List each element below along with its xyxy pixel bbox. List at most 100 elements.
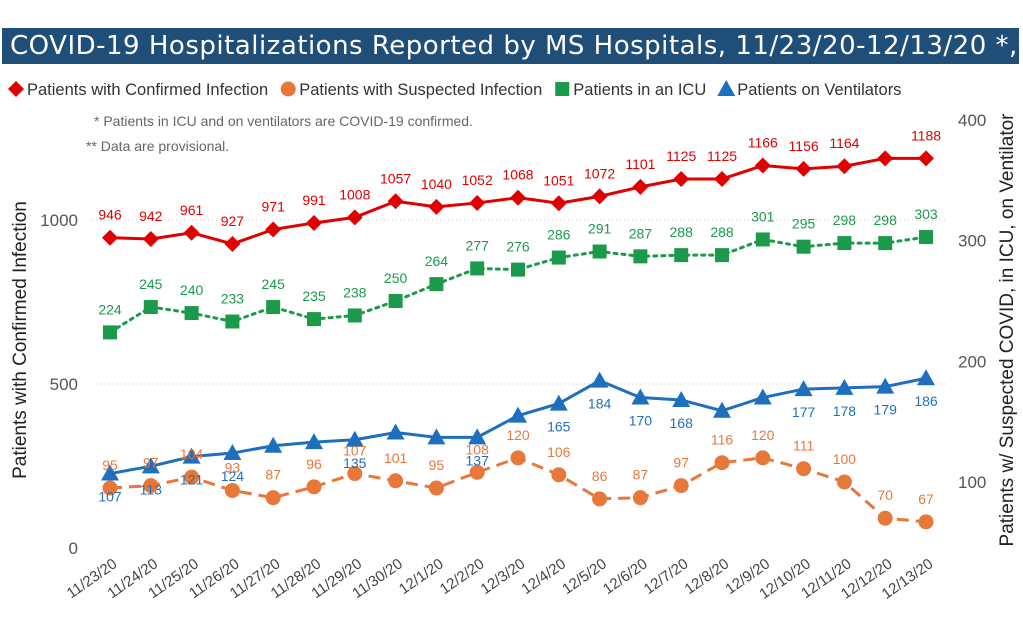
data-label: 1008: [339, 186, 370, 202]
data-label: 135: [343, 455, 367, 471]
data-label: 178: [833, 403, 857, 419]
x-tick-label: 12/4/20: [518, 555, 569, 598]
data-point: [714, 171, 730, 187]
legend: Patients with Confirmed Infection Patient…: [8, 80, 901, 99]
data-point: [878, 236, 892, 250]
data-point: [715, 248, 729, 262]
y2-tick-label: 100: [958, 473, 986, 492]
data-label: 277: [466, 237, 490, 253]
x-tick-label: 12/1/20: [396, 555, 447, 598]
note-line: ** Data are provisional.: [86, 138, 229, 154]
y2-tick-label: 200: [958, 352, 986, 371]
data-label: 104: [180, 446, 204, 462]
data-point: [674, 478, 689, 493]
y-tick-label: 500: [50, 375, 78, 394]
data-label: 301: [751, 208, 775, 224]
x-tick-label: 12/3/20: [478, 555, 529, 598]
x-tick-label: 12/8/20: [682, 555, 733, 598]
y-tick-label: 1000: [40, 211, 78, 230]
data-label: 1188: [911, 127, 941, 143]
data-label: 1125: [666, 148, 696, 164]
data-point: [388, 193, 404, 209]
data-label: 121: [180, 472, 204, 488]
square-icon: [555, 82, 569, 96]
data-point: [511, 450, 526, 465]
legend-label: Patients with Confirmed Infection: [27, 81, 268, 99]
data-label: 942: [139, 208, 163, 224]
data-label: 177: [792, 404, 816, 420]
data-point: [755, 158, 771, 174]
data-label: 1125: [707, 148, 737, 164]
legend-label: Patients in an ICU: [573, 81, 706, 99]
data-label: 235: [302, 288, 326, 304]
chart-canvas: Patients with Confirmed Infection Patient…: [0, 0, 1023, 642]
y-tick-label: 0: [69, 539, 78, 558]
data-label: 961: [180, 202, 204, 218]
data-point: [592, 491, 607, 506]
data-label: 991: [302, 192, 326, 208]
data-point: [389, 294, 403, 308]
x-tick-label: 12/5/20: [559, 555, 610, 598]
data-label: 264: [425, 253, 449, 269]
data-label: 168: [670, 415, 694, 431]
data-point: [306, 215, 322, 231]
data-point: [184, 225, 200, 241]
data-label: 245: [139, 276, 163, 292]
diamond-icon: [8, 81, 24, 97]
data-point: [877, 150, 893, 166]
data-label: 165: [547, 419, 571, 435]
legend-item: Patients in an ICU: [555, 81, 706, 99]
data-label: 97: [143, 455, 159, 471]
data-label: 1166: [748, 135, 778, 151]
data-label: 100: [833, 451, 857, 467]
data-label: 116: [711, 432, 734, 448]
legend-item: Patients with Confirmed Infection: [8, 81, 268, 99]
data-label: 120: [506, 427, 530, 443]
legend-item: Patients with Suspected Infection: [281, 81, 543, 99]
data-point: [103, 325, 117, 339]
data-point: [387, 424, 405, 440]
data-labels: 95 9710493 8796107 101 9510812010686 8797116 1…: [98, 127, 941, 506]
data-label: 224: [98, 301, 122, 317]
data-point: [633, 249, 647, 263]
data-label: 137: [466, 452, 490, 468]
y2-tick-label: 400: [958, 111, 986, 130]
data-point: [265, 222, 281, 238]
data-point: [796, 461, 811, 476]
data-label: 1040: [421, 176, 452, 192]
data-point: [551, 195, 567, 211]
data-label: 95: [102, 457, 118, 473]
data-label: 971: [262, 199, 286, 215]
y2-axis-title: Patients w/ Suspected COVID, in ICU, on …: [997, 113, 1018, 547]
data-label: 287: [629, 225, 653, 241]
note-line: * Patients in ICU and on ventilators are…: [94, 113, 473, 129]
data-point: [185, 306, 199, 320]
data-label: 298: [874, 212, 898, 228]
data-point: [429, 481, 444, 496]
data-label: 170: [629, 413, 653, 429]
data-label: 113: [140, 481, 163, 497]
data-point: [593, 245, 607, 259]
data-label: 288: [670, 224, 694, 240]
data-point: [837, 236, 851, 250]
data-label: 111: [793, 438, 814, 454]
data-label: 276: [506, 239, 530, 255]
data-label: 107: [98, 489, 122, 505]
data-label: 184: [588, 396, 612, 412]
data-point: [796, 161, 812, 177]
data-point: [266, 300, 280, 314]
data-point: [225, 315, 239, 329]
data-label: 1156: [789, 138, 819, 154]
data-point: [266, 490, 281, 505]
y-axis-title: Patients with Confirmed Infection: [10, 201, 31, 479]
data-label: 86: [592, 468, 608, 484]
x-tick-label: 12/7/20: [641, 555, 692, 598]
notes: * Patients in ICU and on ventilators are…: [86, 113, 473, 154]
data-label: 1057: [380, 170, 411, 186]
data-point: [307, 312, 321, 326]
data-point: [919, 514, 934, 529]
data-point: [510, 190, 526, 206]
data-point: [591, 372, 609, 388]
data-point: [144, 300, 158, 314]
circle-icon: [281, 82, 296, 97]
